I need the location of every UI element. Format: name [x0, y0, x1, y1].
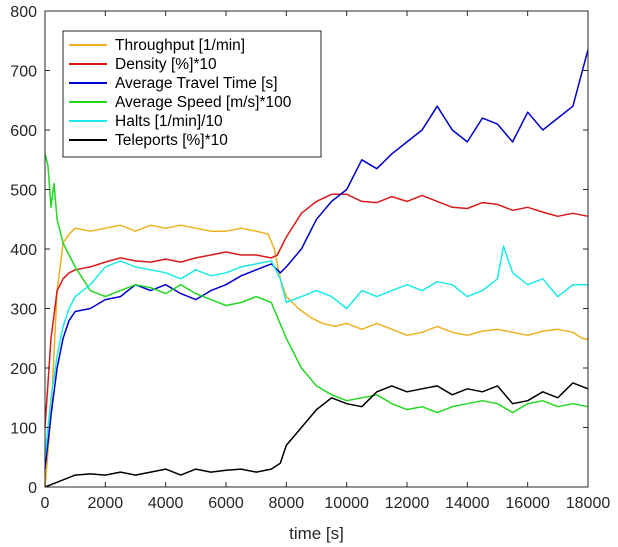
legend: Throughput [1/min] Density [%]*10 Average …: [62, 30, 322, 158]
series-line-4: [44, 153, 589, 414]
y-tick-label: 200: [10, 361, 37, 378]
y-tick-label: 500: [10, 183, 37, 200]
y-tick-label: 0: [28, 480, 37, 497]
y-tick-label: 300: [10, 302, 37, 319]
legend-entry: Teleports [%]*10: [115, 132, 228, 149]
x-tick-label: 12000: [385, 495, 430, 512]
axes: 0 2000 4000 6000 8000 10000 12000 14000 16000 180…: [10, 4, 610, 512]
y-tick-label: 400: [10, 242, 37, 259]
series-line-3: [44, 49, 589, 470]
x-tick-label: 10000: [324, 495, 369, 512]
x-tick-label: 16000: [505, 495, 550, 512]
x-tick-label: 2000: [88, 495, 124, 512]
legend-entry: Average Travel Time [s]: [115, 75, 278, 92]
legend-entry: Density [%]*10: [115, 56, 217, 73]
series-line-6: [44, 382, 589, 488]
y-tick-label: 600: [10, 123, 37, 140]
y-tick-label: 700: [10, 64, 37, 81]
legend-entry: Throughput [1/min]: [115, 37, 245, 54]
series-line-5: [44, 245, 588, 458]
x-tick-label: 6000: [208, 495, 244, 512]
series-line-2: [44, 193, 589, 428]
x-axis-label: time [s]: [289, 524, 344, 543]
y-tick-label: 100: [10, 421, 37, 438]
series-line-1: [44, 224, 589, 488]
legend-box: [62, 30, 322, 158]
x-tick-label: 18000: [566, 495, 611, 512]
x-tick-label: 14000: [445, 495, 490, 512]
y-tick-label: 800: [10, 4, 37, 21]
legend-entry: Halts [1/min]/10: [115, 113, 223, 130]
x-tick-label: 8000: [269, 495, 305, 512]
legend-entry: Average Speed [m/s]*100: [115, 94, 292, 111]
plot-area: [44, 49, 589, 488]
x-tick-label: 4000: [148, 495, 184, 512]
x-tick-label: 0: [41, 495, 50, 512]
